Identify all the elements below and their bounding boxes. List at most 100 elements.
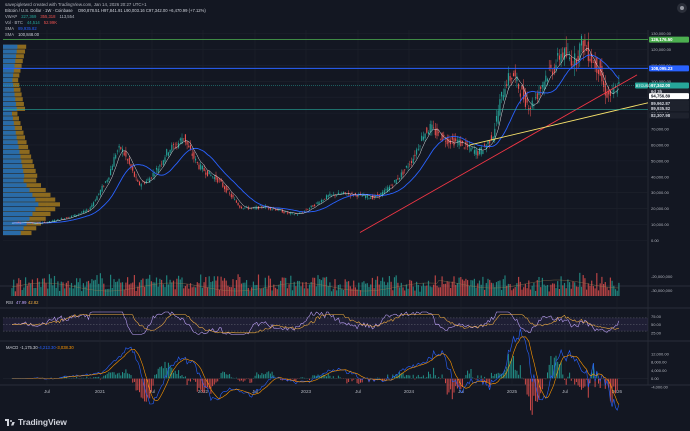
volume-bar (242, 282, 244, 296)
rsi-value-2: 42.82 (28, 300, 39, 305)
macd-histogram-bar (477, 375, 479, 379)
candle-body (552, 71, 554, 75)
symbol-ohlc-line[interactable]: Bitcoin / U.S. Dollar · 1W · Coinbase O9… (5, 8, 206, 14)
candle-body (433, 126, 435, 128)
legend-vwap[interactable]: VWAP 227,369 355,318 113,554 (5, 14, 74, 20)
rsi-pane: RSI 47.99 42.82 75.00 50.00 25.00 (3, 300, 662, 335)
legend-volume[interactable]: Vol · BTC 44,514 52.99K (5, 20, 57, 26)
macd-histogram-bar (511, 358, 513, 379)
volume-bar (169, 279, 171, 296)
candle-body (388, 186, 390, 191)
settings-gear-icon[interactable] (677, 3, 687, 13)
macd-histogram-bar (492, 376, 494, 379)
candle-body (79, 213, 81, 215)
candle-body (400, 172, 402, 178)
price-tick-label: 0.00 (651, 238, 660, 243)
volume-bar (127, 277, 129, 296)
candle-body (484, 144, 486, 147)
macd-histogram-bar (212, 378, 214, 387)
footer-background (0, 398, 690, 431)
candle-body (159, 165, 161, 167)
volume-bar (217, 276, 219, 296)
candle-body (28, 223, 30, 224)
macd-histogram-bar (137, 378, 139, 391)
volume-bar (312, 277, 314, 296)
volume-bar (232, 279, 234, 296)
macd-histogram-bar (242, 378, 244, 382)
volume-bar (577, 286, 579, 296)
candle-body (414, 154, 416, 157)
time-tick-label: Jul (355, 389, 361, 394)
legend-sma-fast[interactable]: SMA 89,935.82 (5, 26, 37, 32)
volume-bar (580, 286, 583, 296)
price-tag-text: 6d 3h (651, 89, 663, 94)
candle-body (198, 164, 200, 170)
volume-profile-bar-buy (3, 44, 18, 49)
macd-histogram-bar (268, 371, 270, 379)
price-tick-label: 120,000.00 (651, 47, 672, 52)
volume-profile-bar-buy (3, 149, 20, 154)
volume-profile-bar-buy (3, 144, 19, 150)
macd-histogram-bar (429, 374, 431, 379)
candle-body (383, 190, 385, 194)
volume-bars (11, 272, 620, 296)
volume-bar (77, 282, 79, 296)
macd-label: MACD (6, 345, 18, 350)
macd-histogram-bar (400, 373, 402, 379)
candle-body (518, 84, 520, 89)
volume-tick-label: -30,000,000 (651, 288, 673, 293)
volume-bar (490, 282, 492, 296)
volume-bar (45, 283, 47, 296)
volume-bar (412, 286, 414, 296)
volume-bar (264, 277, 266, 296)
volume-bar (62, 282, 64, 296)
macd-histogram-bar (249, 378, 251, 384)
legend-sma-slow[interactable]: SMA 100,848.00 (5, 32, 39, 38)
volume-bar (504, 275, 506, 296)
volume-bar (98, 283, 100, 296)
volume-bar (336, 290, 338, 296)
candle-body (210, 174, 212, 176)
volume-bar (467, 280, 469, 296)
candle-body (382, 191, 384, 196)
macd-histogram-bar (587, 378, 589, 398)
candle-body (478, 148, 481, 155)
volume-profile-bar-buy (3, 164, 23, 169)
volume-bar (283, 277, 285, 296)
volume-bar (30, 283, 32, 296)
candle-body (608, 90, 610, 95)
vwap-label: VWAP (5, 14, 18, 19)
macd-histogram-bar (239, 378, 241, 382)
vwap-value-1: 227,369 (21, 14, 37, 19)
candle-body (111, 165, 113, 171)
candle-body (244, 207, 246, 209)
volume-bar (123, 289, 125, 296)
macd-histogram-bar (417, 374, 419, 379)
macd-histogram-bar (361, 378, 363, 383)
macd-histogram-bar (232, 377, 234, 379)
candle-body (138, 181, 141, 185)
macd-histogram-bar (574, 378, 576, 385)
candle-body (405, 165, 407, 168)
volume-bar (274, 287, 277, 296)
macd-histogram-bar (485, 378, 487, 384)
candle-body (186, 141, 188, 145)
macd-histogram-bar (615, 378, 616, 394)
macd-histogram-bar (108, 372, 110, 379)
macd-histogram-bar (105, 375, 106, 379)
volume-bar (320, 280, 322, 296)
candle-body (535, 97, 537, 99)
macd-value-1: -1,175.30 (20, 345, 38, 350)
macd-histogram-bar (210, 378, 212, 394)
volume-bar (606, 287, 608, 296)
volume-bar (161, 279, 163, 296)
macd-histogram-bar (422, 375, 424, 379)
candle-body (259, 205, 261, 207)
macd-histogram-bar (162, 368, 164, 379)
candle-body (393, 180, 396, 182)
macd-histogram-bar (324, 375, 326, 379)
macd-histogram-bar (300, 377, 302, 379)
rsi-tick-label: 25.00 (651, 330, 662, 335)
